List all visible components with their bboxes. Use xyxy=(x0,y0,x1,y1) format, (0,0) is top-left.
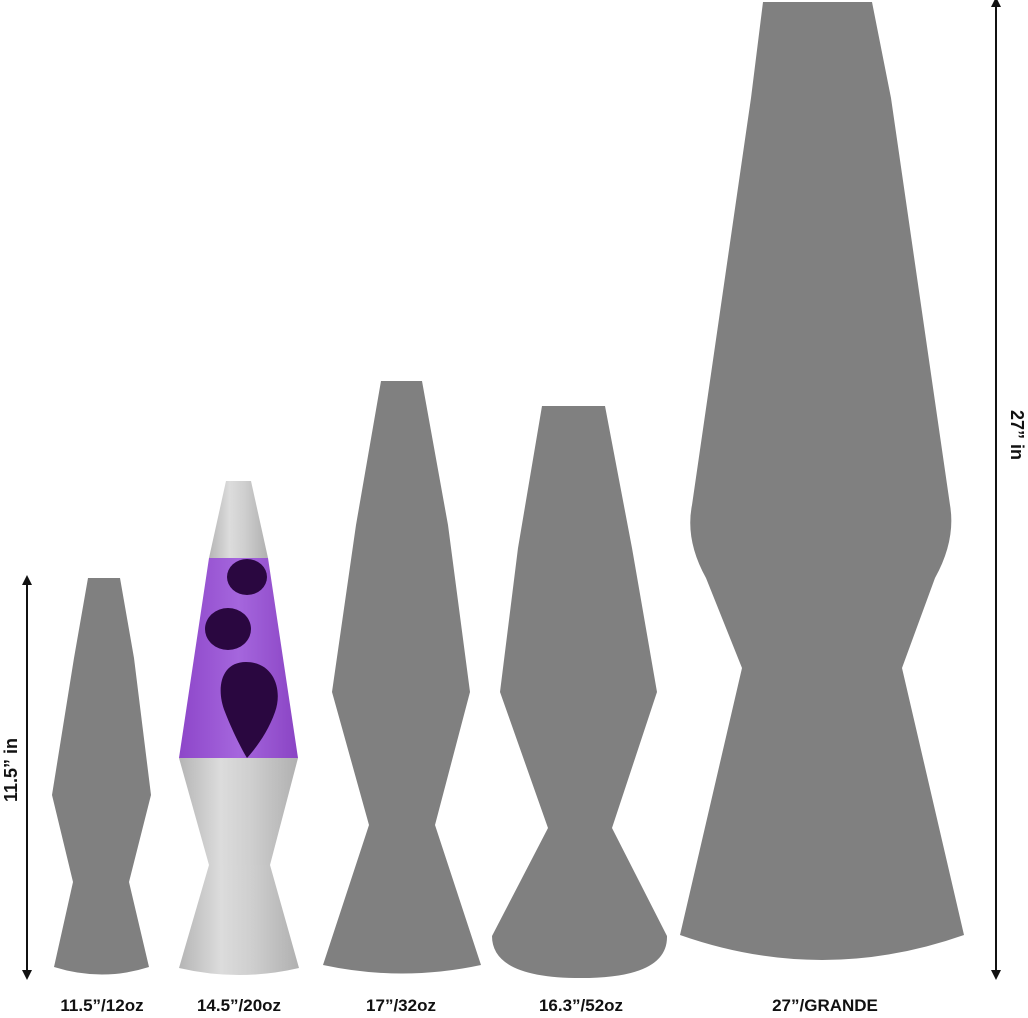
lamp-silhouette-17 xyxy=(323,381,481,974)
height-label-small: 11.5” in xyxy=(1,738,21,802)
lamp-purple-14-5 xyxy=(179,481,299,975)
lamp-silhouette-11-5 xyxy=(52,578,151,975)
lamp-base-upper xyxy=(179,758,298,865)
lamp-size-label: 17”/32oz xyxy=(366,996,436,1015)
wax-blob xyxy=(227,559,267,595)
lamp-cap xyxy=(209,481,268,558)
wax-blob xyxy=(205,608,251,650)
lamp-size-label: 14.5”/20oz xyxy=(196,996,282,1015)
lamp-base-lower xyxy=(179,865,299,975)
lamp-size-label: 11.5”/12oz xyxy=(60,996,144,1015)
height-label-large: 27” in xyxy=(1007,410,1027,460)
lamp-silhouette-16-3 xyxy=(492,406,668,978)
wax-blob xyxy=(220,662,278,758)
lamp-size-label: 27”/GRANDE xyxy=(772,996,878,1015)
lamp-silhouette-27 xyxy=(680,2,964,960)
lamp-size-label: 16.3”/52oz xyxy=(538,996,624,1015)
